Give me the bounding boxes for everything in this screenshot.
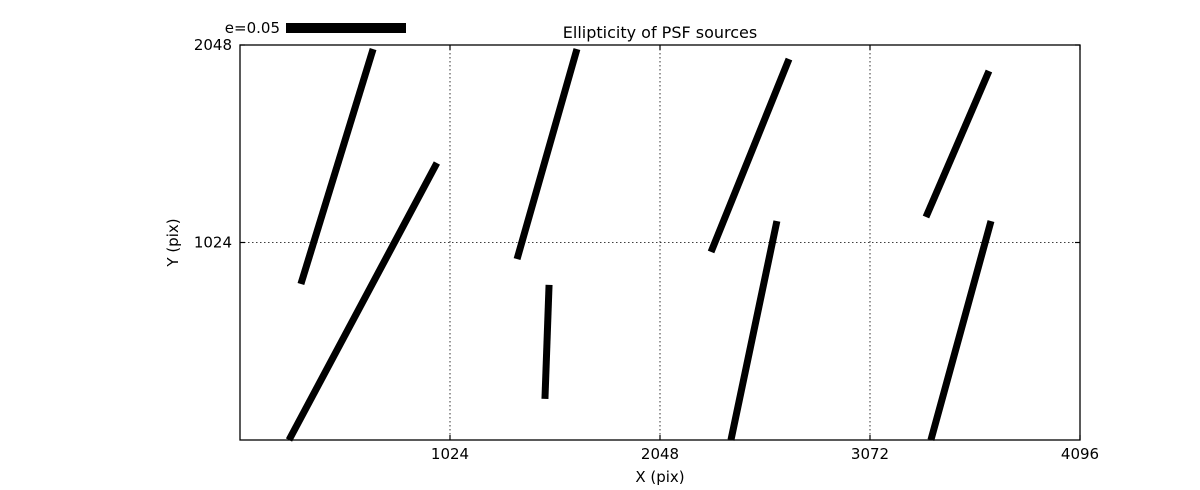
ellipticity-whisker [285, 161, 440, 442]
ellipticity-whisker [541, 284, 553, 400]
chart-title: Ellipticity of PSF sources [563, 23, 757, 42]
ellipticity-whisker [927, 220, 995, 441]
ellipticity-whisker [297, 48, 377, 285]
x-tick-label: 1024 [431, 445, 469, 463]
legend-scale-bar [286, 23, 406, 33]
x-tick-label: 2048 [641, 445, 679, 463]
ellipticity-whisker [727, 220, 781, 441]
y-axis-label: Y (pix) [164, 218, 182, 267]
x-tick-label: 4096 [1061, 445, 1099, 463]
y-tick-label: 1024 [194, 234, 232, 252]
ellipticity-whisker [922, 69, 993, 219]
x-tick-label: 3072 [851, 445, 889, 463]
y-tick-label: 2048 [194, 36, 232, 54]
x-axis-label: X (pix) [635, 468, 684, 486]
legend-label: e=0.05 [225, 19, 280, 37]
ellipticity-whisker [707, 57, 793, 254]
ellipticity-whisker [513, 48, 581, 261]
